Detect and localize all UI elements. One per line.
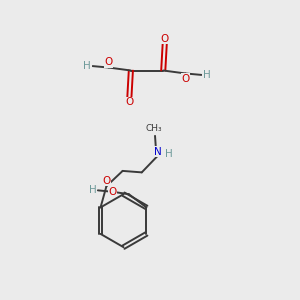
Text: O: O [125, 97, 134, 107]
Text: O: O [109, 187, 117, 197]
Text: O: O [105, 57, 113, 67]
Text: O: O [102, 176, 111, 186]
Text: H: H [203, 70, 211, 80]
Text: H: H [83, 61, 91, 71]
Text: CH₃: CH₃ [145, 124, 162, 133]
Text: O: O [160, 34, 169, 44]
Text: H: H [165, 149, 173, 159]
Text: N: N [154, 147, 162, 157]
Text: H: H [89, 185, 96, 195]
Text: O: O [181, 74, 190, 84]
